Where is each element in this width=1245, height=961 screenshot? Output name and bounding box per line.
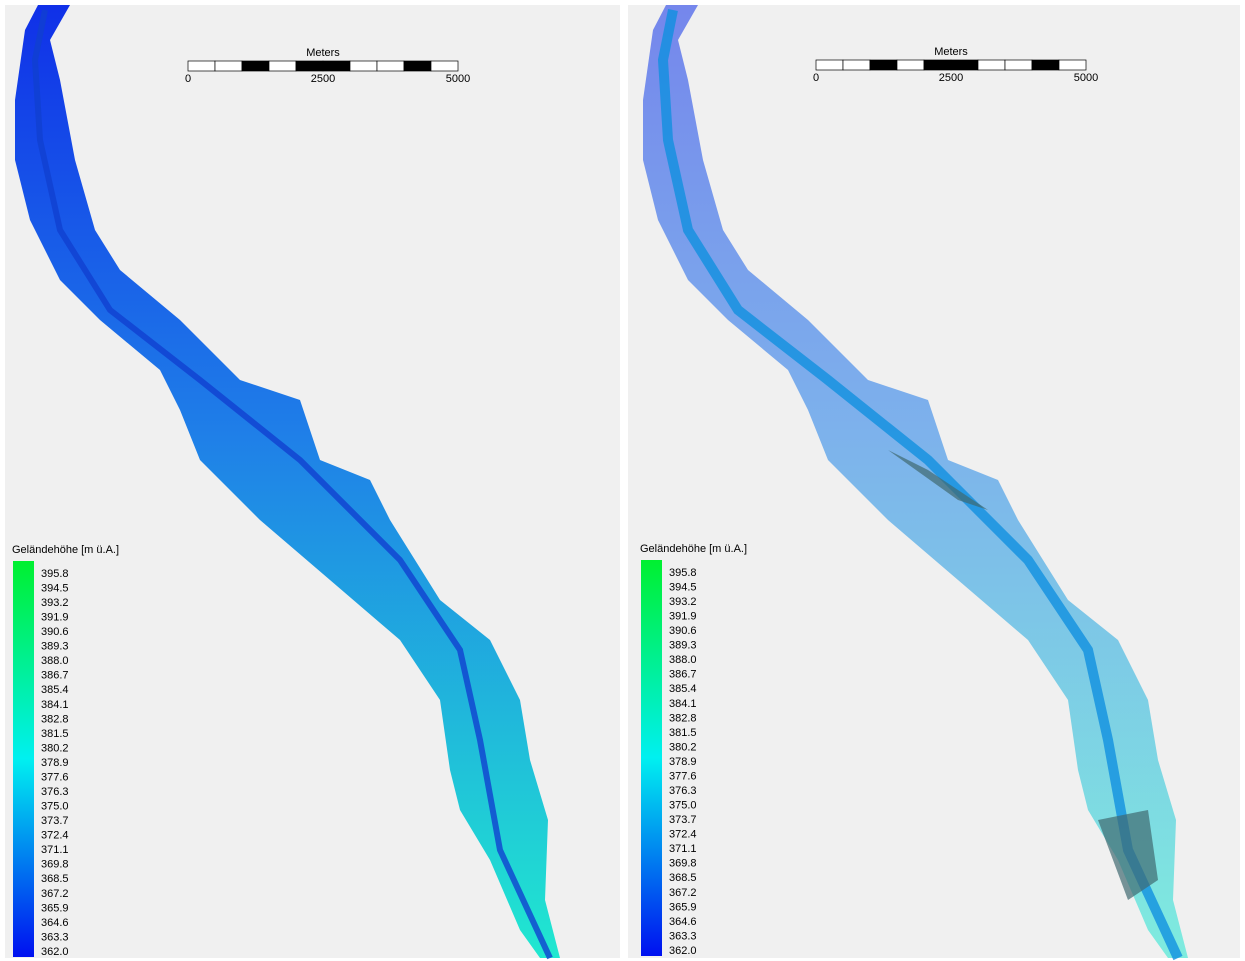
scale-segment <box>377 61 404 71</box>
legend-label: 371.1 <box>41 844 69 856</box>
legend-label: 391.9 <box>669 611 697 623</box>
legend-label: 373.7 <box>669 814 697 826</box>
legend-label: 375.0 <box>669 800 697 812</box>
scale-label: 2500 <box>311 73 335 85</box>
scale-segment <box>350 61 377 71</box>
panel <box>5 5 620 958</box>
legend-label: 368.5 <box>41 873 69 885</box>
legend-label: 363.3 <box>669 930 697 942</box>
scale-label: 0 <box>185 73 191 85</box>
scale-unit: Meters <box>306 47 340 59</box>
legend-label: 369.8 <box>669 858 697 870</box>
legend-label: 376.3 <box>669 785 697 797</box>
legend-label: 371.1 <box>669 843 697 855</box>
scale-label: 0 <box>813 72 819 84</box>
legend-label: 367.2 <box>669 887 697 899</box>
scale-segment <box>269 61 296 71</box>
page: Meters 0 2500 5000 Geländehöhe [m ü.A.] 395.8… <box>0 0 1245 961</box>
scale-unit: Meters <box>934 46 968 58</box>
scale-segment <box>431 61 458 71</box>
legend-label: 386.7 <box>669 669 697 681</box>
legend-label: 390.6 <box>669 625 697 637</box>
legend-label: 365.9 <box>669 901 697 913</box>
legend-label: 393.2 <box>41 597 69 609</box>
scale-segment <box>296 61 323 71</box>
legend-label: 375.0 <box>41 801 69 813</box>
scale-label: 5000 <box>1074 72 1098 84</box>
legend-label: 367.2 <box>41 888 69 900</box>
legend-label: 362.0 <box>41 946 69 958</box>
legend-label: 364.6 <box>669 916 697 928</box>
legend-label: 373.7 <box>41 815 69 827</box>
scale-segment <box>188 61 215 71</box>
legend-title: Geländehöhe [m ü.A.] <box>12 544 119 556</box>
legend-label: 368.5 <box>669 872 697 884</box>
scale-segment <box>242 61 269 71</box>
legend-label: 362.0 <box>669 945 697 957</box>
scale-segment <box>951 60 978 70</box>
scale-segment <box>1059 60 1086 70</box>
scale-segment <box>924 60 951 70</box>
scale-segment <box>870 60 897 70</box>
legend-label: 390.6 <box>41 626 69 638</box>
legend-label: 378.9 <box>669 756 697 768</box>
legend-label: 377.6 <box>41 771 69 783</box>
legend-label: 376.3 <box>41 786 69 798</box>
legend-colorbar <box>641 560 662 956</box>
scale-segment <box>215 61 242 71</box>
legend-label: 382.8 <box>41 713 69 725</box>
legend-label: 364.6 <box>41 917 69 929</box>
scale-segment <box>404 61 431 71</box>
legend-label: 381.5 <box>669 727 697 739</box>
legend-label: 389.3 <box>41 641 69 653</box>
legend-label: 380.2 <box>41 742 69 754</box>
scale-label: 2500 <box>939 72 963 84</box>
legend-label: 395.8 <box>41 568 69 580</box>
legend-label: 384.1 <box>669 698 697 710</box>
scale-segment <box>978 60 1005 70</box>
legend-label: 382.8 <box>669 712 697 724</box>
legend-label: 394.5 <box>41 582 69 594</box>
legend-label: 393.2 <box>669 596 697 608</box>
legend-label: 378.9 <box>41 757 69 769</box>
legend-label: 372.4 <box>669 829 697 841</box>
legend-label: 395.8 <box>669 567 697 579</box>
legend-colorbar <box>13 561 34 957</box>
legend-label: 385.4 <box>41 684 69 696</box>
legend-label: 388.0 <box>41 655 69 667</box>
legend-label: 394.5 <box>669 581 697 593</box>
legend-label: 363.3 <box>41 931 69 943</box>
legend-label: 365.9 <box>41 902 69 914</box>
panel <box>628 5 1240 958</box>
legend-label: 369.8 <box>41 859 69 871</box>
legend-title: Geländehöhe [m ü.A.] <box>640 543 747 555</box>
legend-label: 389.3 <box>669 640 697 652</box>
scale-segment <box>816 60 843 70</box>
legend-label: 384.1 <box>41 699 69 711</box>
scale-label: 5000 <box>446 73 470 85</box>
scale-segment <box>323 61 350 71</box>
scale-segment <box>843 60 870 70</box>
legend-label: 381.5 <box>41 728 69 740</box>
legend-label: 380.2 <box>669 741 697 753</box>
legend-label: 388.0 <box>669 654 697 666</box>
legend-label: 372.4 <box>41 830 69 842</box>
legend-label: 377.6 <box>669 770 697 782</box>
scale-segment <box>897 60 924 70</box>
legend-label: 385.4 <box>669 683 697 695</box>
legend-label: 386.7 <box>41 670 69 682</box>
scale-segment <box>1032 60 1059 70</box>
legend-label: 391.9 <box>41 612 69 624</box>
scale-segment <box>1005 60 1032 70</box>
